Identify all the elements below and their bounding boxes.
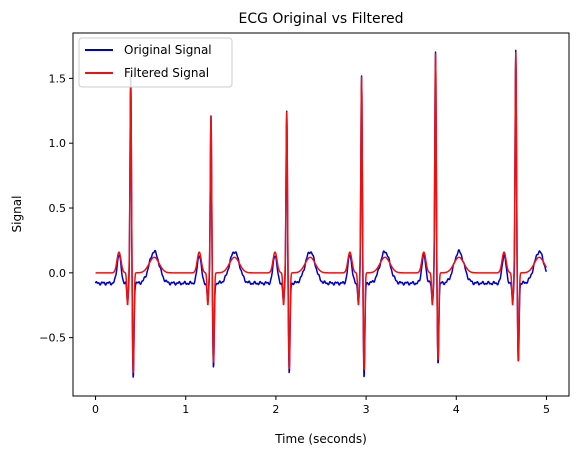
series-line-filtered: [95, 51, 548, 373]
series-layer: [94, 49, 548, 378]
legend-box: [78, 37, 233, 88]
x-tick-label: 5: [543, 403, 550, 416]
chart-title: ECG Original vs Filtered: [238, 11, 403, 27]
y-tick-label: 0.5: [49, 202, 67, 215]
y-axis: −0.5 0.0 0.5 1.0 1.5: [39, 72, 73, 345]
y-tick-label: 0.0: [49, 267, 67, 280]
x-tick-label: 3: [363, 403, 370, 416]
x-axis: 0 1 2 3 4 5: [92, 396, 550, 416]
plot-background: [73, 33, 569, 396]
y-tick-label: 1.5: [49, 72, 67, 85]
y-axis-label: Signal: [10, 196, 24, 233]
x-tick-label: 2: [272, 403, 279, 416]
y-tick-label: 1.0: [49, 137, 67, 150]
legend-label-filtered: Filtered Signal: [124, 66, 209, 80]
x-tick-label: 0: [92, 403, 99, 416]
plot-frame: [72, 32, 570, 397]
legend-label-original: Original Signal: [124, 43, 212, 57]
x-axis-label: Time (seconds): [274, 432, 367, 446]
x-tick-label: 4: [453, 403, 460, 416]
y-tick-label: −0.5: [39, 332, 66, 345]
legend: Original Signal Filtered Signal: [78, 37, 233, 88]
series-line-original: [94, 49, 548, 378]
x-tick-label: 1: [182, 403, 189, 416]
